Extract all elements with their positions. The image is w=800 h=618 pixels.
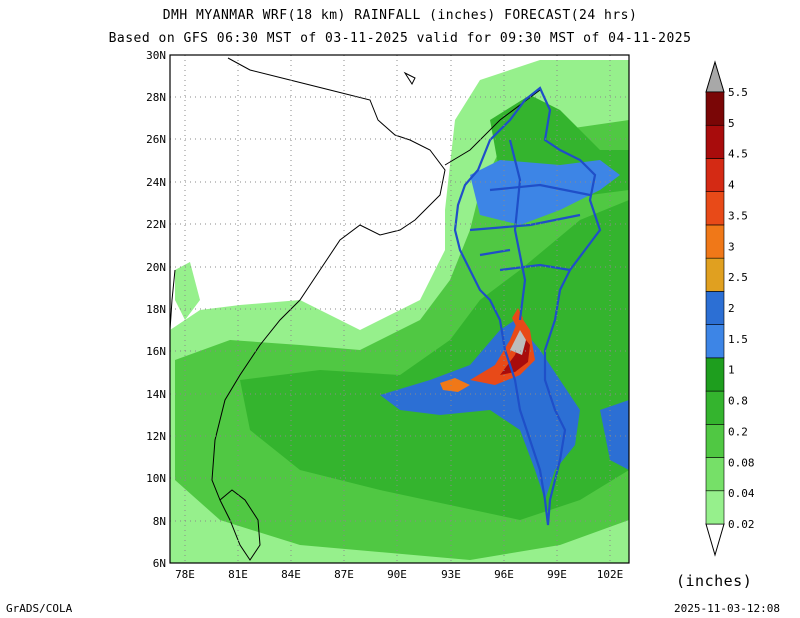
colorbar-level-label: 3.5 xyxy=(728,209,748,222)
lon-tick-label: 90E xyxy=(387,568,407,581)
lon-axis: 78E 81E 84E 87E 90E 93E 96E 99E 102E xyxy=(175,568,623,581)
colorbar-level-label: 0.04 xyxy=(728,487,755,500)
colorbar-swatch xyxy=(705,357,725,392)
lon-tick-label: 87E xyxy=(334,568,354,581)
lat-tick-label: 20N xyxy=(146,261,166,274)
colorbar-level-label: 2 xyxy=(728,302,735,315)
colorbar-level-label: 0.8 xyxy=(728,395,748,408)
lon-tick-label: 102E xyxy=(597,568,624,581)
lon-tick-label: 99E xyxy=(547,568,567,581)
colorbar-swatch xyxy=(705,224,725,259)
lat-tick-label: 8N xyxy=(153,515,166,528)
colorbar-swatch xyxy=(705,390,725,425)
footer-software-credit: GrADS/COLA xyxy=(6,602,73,615)
colorbar-swatch xyxy=(705,257,725,292)
colorbar-swatch xyxy=(705,324,725,359)
colorbar-swatch xyxy=(705,191,725,226)
colorbar: 0.02 0.04 0.08 0.2 0.8 1 1.5 2 2.5 3 3.5 4 4.5 5 5.5 xyxy=(705,60,755,557)
map-subtitle: Based on GFS 06:30 MST of 03-11-2025 val… xyxy=(108,31,692,46)
lat-tick-label: 6N xyxy=(153,557,166,570)
colorbar-level-label: 3 xyxy=(728,240,735,253)
colorbar-level-label: 2.5 xyxy=(728,271,748,284)
lon-tick-label: 93E xyxy=(441,568,461,581)
colorbar-swatch xyxy=(705,490,725,525)
colorbar-level-label: 4.5 xyxy=(728,148,748,161)
lat-tick-label: 22N xyxy=(146,218,166,231)
lat-tick-label: 28N xyxy=(146,91,166,104)
lat-tick-label: 16N xyxy=(146,345,166,358)
lon-tick-label: 96E xyxy=(494,568,514,581)
footer-timestamp: 2025-11-03-12:08 xyxy=(674,602,780,615)
colorbar-top-arrow xyxy=(705,60,725,93)
colorbar-level-label: 0.08 xyxy=(728,456,755,469)
colorbar-swatch xyxy=(705,424,725,458)
colorbar-level-label: 1.5 xyxy=(728,333,748,346)
colorbar-level-label: 4 xyxy=(728,179,735,192)
colorbar-level-label: 5 xyxy=(728,117,735,130)
colorbar-units: (inches) xyxy=(676,572,753,590)
map-title: DMH MYANMAR WRF(18 km) RAINFALL (inches)… xyxy=(162,8,638,23)
lat-tick-label: 12N xyxy=(146,430,166,443)
colorbar-swatch xyxy=(705,91,725,126)
colorbar-bottom-arrow xyxy=(705,523,725,557)
lat-axis: 30N 28N 26N 24N 22N 20N 18N 16N 14N 12N … xyxy=(146,49,166,570)
map-frame xyxy=(169,54,630,564)
lat-tick-label: 26N xyxy=(146,133,166,146)
lat-tick-label: 24N xyxy=(146,176,166,189)
colorbar-level-label: 0.2 xyxy=(728,425,748,438)
lat-tick-label: 18N xyxy=(146,303,166,316)
lat-tick-label: 14N xyxy=(146,388,166,401)
colorbar-level-label: 0.02 xyxy=(728,518,755,531)
myanmar-boundaries xyxy=(453,86,602,526)
lon-tick-label: 84E xyxy=(281,568,301,581)
colorbar-level-label: 5.5 xyxy=(728,86,748,99)
colorbar-swatch xyxy=(705,457,725,492)
colorbar-swatch xyxy=(705,291,725,325)
lon-tick-label: 81E xyxy=(228,568,248,581)
lon-tick-label: 78E xyxy=(175,568,195,581)
colorbar-swatch xyxy=(705,124,725,159)
lat-tick-label: 30N xyxy=(146,49,166,62)
lat-tick-label: 10N xyxy=(146,472,166,485)
colorbar-swatch xyxy=(705,158,725,192)
colorbar-level-label: 1 xyxy=(728,364,735,377)
